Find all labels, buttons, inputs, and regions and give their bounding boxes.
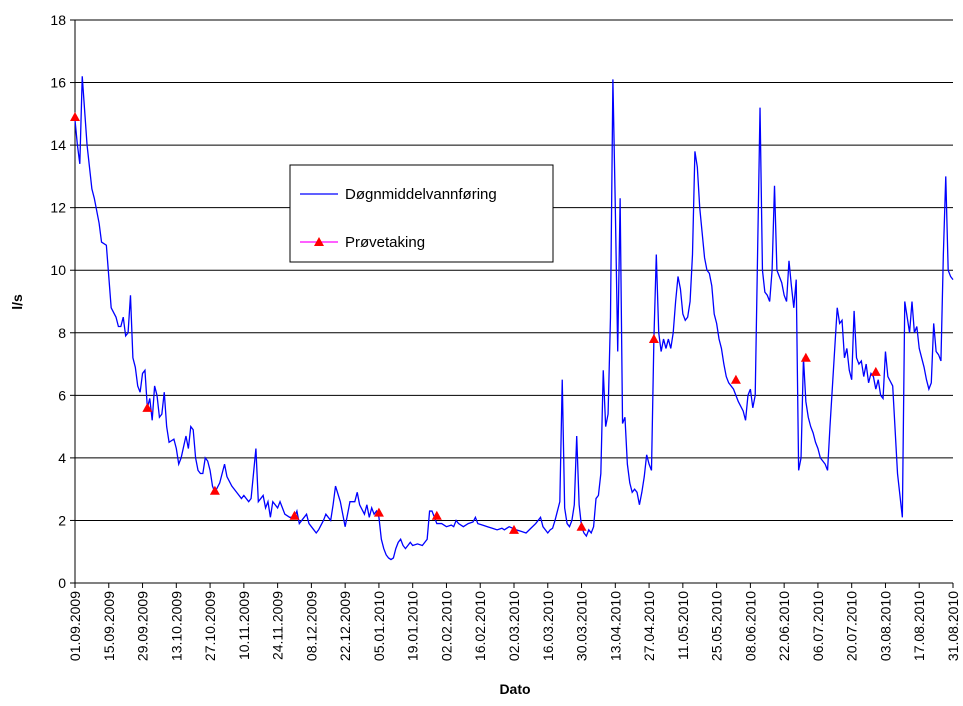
x-tick-label: 16.02.2010 — [472, 591, 488, 661]
y-tick-label: 12 — [50, 200, 66, 216]
sample-marker — [373, 507, 384, 517]
x-tick-label: 02.02.2010 — [438, 591, 454, 661]
sample-marker — [800, 352, 811, 362]
x-tick-label: 31.08.2010 — [945, 591, 961, 661]
y-tick-label: 0 — [58, 575, 66, 591]
x-tick-label: 24.11.2009 — [270, 591, 286, 660]
x-axis-label: Dato — [499, 681, 530, 697]
y-tick-label: 2 — [58, 512, 66, 528]
y-tick-label: 14 — [50, 137, 66, 153]
legend-marker — [314, 237, 324, 246]
sample-marker — [431, 510, 442, 520]
sample-marker — [142, 402, 153, 412]
x-tick-label: 29.09.2009 — [135, 591, 151, 661]
y-tick-label: 18 — [50, 12, 66, 28]
sample-marker — [209, 485, 220, 495]
x-tick-label: 16.03.2010 — [540, 591, 556, 661]
sample-marker — [576, 521, 587, 531]
x-tick-label: 20.07.2010 — [844, 591, 860, 661]
y-tick-label: 8 — [58, 325, 66, 341]
sample-marker — [509, 524, 519, 534]
x-tick-label: 15.09.2009 — [101, 591, 117, 661]
sample-marker — [730, 374, 741, 384]
legend: Døgnmiddelvannføring Prøvetaking — [289, 164, 554, 263]
x-tick-label: 08.12.2009 — [303, 591, 319, 661]
x-tick-label: 01.09.2009 — [67, 591, 83, 661]
y-tick-label: 6 — [58, 387, 66, 403]
x-tick-label: 03.08.2010 — [877, 591, 893, 661]
legend-box — [289, 164, 554, 263]
x-tick-label: 17.08.2010 — [911, 591, 927, 661]
legend-label: Døgnmiddelvannføring — [345, 186, 497, 203]
legend-label: Prøvetaking — [345, 234, 425, 251]
y-axis-label: l/s — [9, 294, 25, 310]
y-tick-label: 4 — [58, 450, 66, 466]
x-tick-label: 11.05.2010 — [675, 591, 691, 660]
x-tick-label: 30.03.2010 — [574, 591, 590, 661]
y-tick-label: 10 — [50, 262, 66, 278]
x-tick-label: 27.04.2010 — [641, 591, 657, 661]
x-tick-label: 25.05.2010 — [709, 591, 725, 661]
sample-marker — [289, 510, 300, 520]
sample-marker — [70, 111, 80, 121]
x-tick-label: 13.04.2010 — [607, 591, 623, 661]
x-tick-label: 10.11.2009 — [236, 591, 252, 660]
x-tick-label: 27.10.2009 — [202, 591, 218, 661]
x-tick-label: 19.01.2010 — [405, 591, 421, 661]
x-tick-label: 05.01.2010 — [371, 591, 387, 661]
x-tick-label: 02.03.2010 — [506, 591, 522, 661]
flow-line — [74, 76, 954, 561]
x-tick-label: 22.06.2010 — [776, 591, 792, 661]
x-tick-label: 13.10.2009 — [168, 591, 184, 661]
sample-marker — [870, 366, 881, 376]
x-tick-label: 06.07.2010 — [810, 591, 826, 661]
y-tick-label: 16 — [50, 75, 66, 91]
sample-marker — [648, 334, 659, 344]
x-tick-label: 22.12.2009 — [337, 591, 353, 661]
x-tick-label: 08.06.2010 — [742, 591, 758, 661]
